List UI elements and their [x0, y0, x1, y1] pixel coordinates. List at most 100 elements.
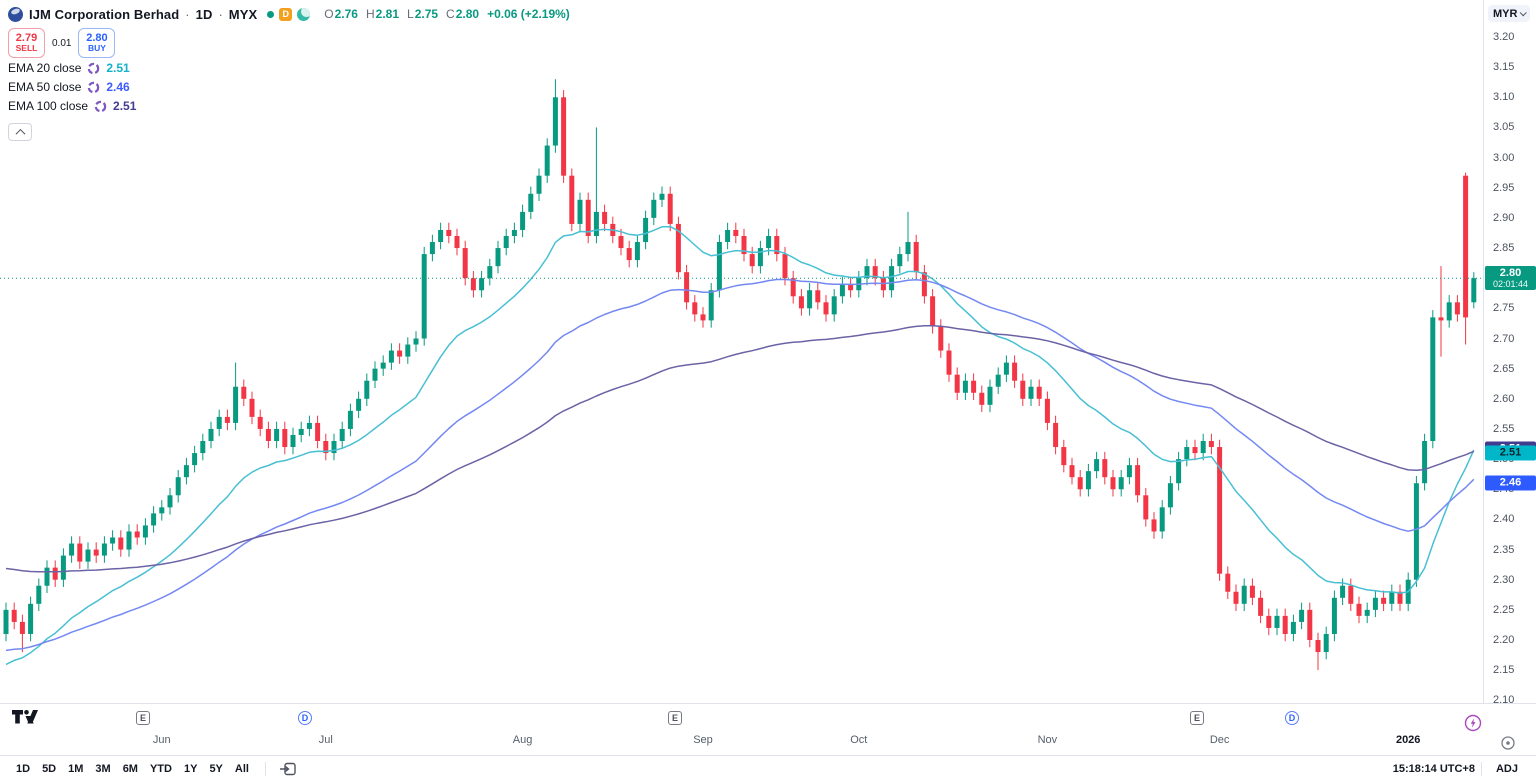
candle-body — [667, 193, 673, 224]
candle-body — [1159, 507, 1165, 532]
candle-body — [1446, 302, 1452, 321]
candle-body — [1184, 447, 1190, 460]
candle-body — [634, 242, 640, 261]
candle-body — [1340, 585, 1346, 598]
indicator-row-ema20[interactable]: EMA 20 close 2.51 — [8, 59, 570, 77]
candle-body — [470, 278, 476, 291]
candle-body — [142, 525, 148, 538]
symbol-title[interactable]: IJM Corporation Berhad — [29, 6, 180, 22]
time-axis[interactable]: Jun Jul Aug Sep Oct Nov Dec 2026 E D E E D — [0, 703, 1536, 755]
price-tick: 3.05 — [1493, 121, 1515, 134]
candle-body — [1266, 615, 1272, 628]
candle-body — [1331, 597, 1337, 634]
earnings-marker[interactable]: E — [1190, 711, 1204, 725]
price-tick: 2.60 — [1493, 392, 1515, 405]
range-button-1m[interactable]: 1M — [62, 760, 89, 778]
candle-body — [864, 266, 870, 279]
price-tick: 2.55 — [1493, 422, 1515, 435]
candle-body — [1225, 573, 1231, 592]
candle-body — [356, 398, 362, 411]
candle-body — [101, 543, 107, 556]
price-tick: 2.90 — [1493, 211, 1515, 224]
last-price-badge: 2.80 02:01:44 — [1485, 266, 1536, 291]
collapse-legend-button[interactable] — [8, 123, 32, 141]
exchange-label[interactable]: MYX — [228, 6, 258, 22]
dividends-marker[interactable]: D — [1285, 711, 1299, 725]
candle-body — [1364, 609, 1370, 616]
earnings-marker[interactable]: E — [668, 711, 682, 725]
price-tick: 3.10 — [1493, 91, 1515, 104]
candle-body — [28, 603, 34, 634]
go-to-date-button[interactable] — [276, 760, 300, 778]
candle-body — [44, 567, 50, 586]
time-label-Aug: Aug — [512, 734, 533, 746]
candle-body — [1217, 447, 1223, 574]
price-axis[interactable]: MYR 3.20 3.15 3.10 3.05 3.00 2.95 2.90 2.85 2.80… — [1483, 0, 1536, 707]
range-button-5y[interactable]: 5Y — [203, 760, 228, 778]
range-button-1d[interactable]: 1D — [10, 760, 36, 778]
candle-body — [69, 543, 75, 556]
candle-body — [1036, 386, 1042, 399]
price-tick: 2.35 — [1493, 543, 1515, 556]
candle-body — [85, 549, 91, 562]
range-button-5d[interactable]: 5D — [36, 760, 62, 778]
range-button-3m[interactable]: 3M — [89, 760, 116, 778]
interval-label[interactable]: 1D — [195, 6, 213, 22]
candle-body — [511, 229, 517, 236]
candle-body — [1233, 591, 1239, 604]
dividends-marker[interactable]: D — [298, 711, 312, 725]
candle-body — [1323, 633, 1329, 653]
close-key: C — [446, 7, 455, 21]
candle-body — [716, 242, 722, 291]
sell-button[interactable]: 2.79 SELL — [8, 28, 45, 58]
candle-body — [282, 428, 288, 448]
session-clock[interactable]: 15:18:14 UTC+8 — [1392, 762, 1475, 775]
candle-body — [298, 428, 304, 435]
indicator-row-ema50[interactable]: EMA 50 close 2.46 — [8, 78, 570, 96]
range-button-1y[interactable]: 1Y — [178, 760, 203, 778]
candle-body — [995, 374, 1001, 387]
candle-body — [36, 585, 42, 604]
buy-label: BUY — [87, 43, 106, 54]
ohlc-values: O 2.76 H 2.81 L 2.75 C 2.80 +0.06 (+2.19%) — [324, 7, 570, 21]
market-status-group: D — [267, 7, 311, 21]
candle-body — [372, 368, 378, 381]
candle-body — [872, 266, 878, 279]
delayed-data-badge[interactable]: D — [279, 7, 293, 21]
candle-body — [1085, 471, 1091, 490]
symbol-row[interactable]: IJM Corporation Berhad · 1D · MYX D O 2.7… — [8, 5, 570, 23]
tradingview-logo[interactable] — [12, 710, 38, 725]
candle-body — [577, 199, 583, 224]
indicator-row-ema100[interactable]: EMA 100 close 2.51 — [8, 97, 570, 115]
chevron-down-icon — [1520, 9, 1528, 17]
spread-value: 0.01 — [52, 37, 72, 49]
candle-body — [897, 254, 903, 267]
chart-legend: IJM Corporation Berhad · 1D · MYX D O 2.7… — [8, 5, 570, 141]
earnings-marker[interactable]: E — [136, 711, 150, 725]
candle-body — [569, 175, 575, 224]
range-button-all[interactable]: All — [229, 760, 255, 778]
adjusted-data-toggle[interactable]: ADJ — [1488, 760, 1526, 778]
price-tick: 2.10 — [1493, 694, 1515, 707]
candle-body — [429, 242, 435, 255]
candle-body — [741, 235, 747, 255]
range-button-ytd[interactable]: YTD — [144, 760, 178, 778]
candlestick-chart[interactable] — [0, 0, 1483, 703]
market-status-lightning-icon[interactable] — [1464, 714, 1482, 732]
candle-body — [249, 398, 255, 417]
candle-body — [839, 284, 845, 297]
candle-body — [913, 242, 919, 273]
currency-dropdown[interactable]: MYR — [1488, 5, 1531, 22]
candle-body — [848, 284, 854, 291]
buy-button[interactable]: 2.80 BUY — [78, 28, 116, 58]
bottom-toolbar: 1D 5D 1M 3M 6M YTD 1Y 5Y All 15:18:14 UTC+8 ADJ — [0, 755, 1536, 781]
open-key: O — [324, 7, 334, 21]
go-to-realtime-icon[interactable] — [1501, 736, 1516, 751]
candle-body — [487, 266, 493, 279]
range-button-6m[interactable]: 6M — [117, 760, 144, 778]
chart-pane[interactable]: IJM Corporation Berhad · 1D · MYX D O 2.7… — [0, 0, 1483, 703]
low-key: L — [407, 7, 414, 21]
ema50-label: EMA 50 close — [8, 80, 82, 94]
candle-body — [438, 229, 444, 243]
candle-body — [815, 290, 821, 303]
